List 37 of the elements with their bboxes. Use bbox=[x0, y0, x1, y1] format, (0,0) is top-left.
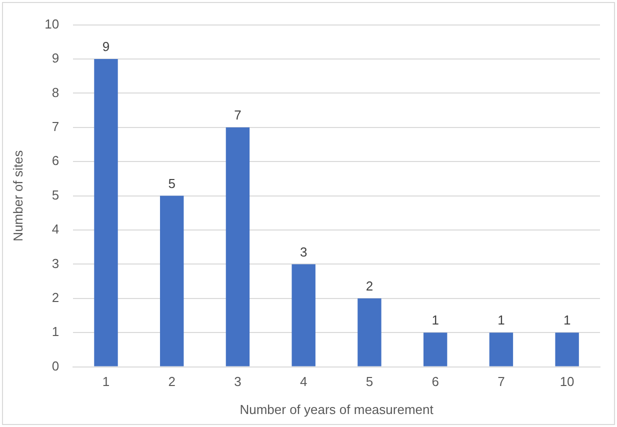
data-label: 5 bbox=[168, 176, 176, 191]
y-tick-label: 1 bbox=[52, 324, 60, 340]
x-axis-title: Number of years of measurement bbox=[240, 402, 434, 417]
data-label: 3 bbox=[300, 244, 308, 260]
data-label: 1 bbox=[563, 312, 571, 328]
x-tick-label: 3 bbox=[234, 374, 242, 390]
bar bbox=[489, 332, 514, 366]
data-label: 1 bbox=[432, 312, 439, 328]
y-tick-label: 8 bbox=[52, 84, 60, 100]
x-tick-label: 6 bbox=[432, 374, 439, 390]
data-label: 1 bbox=[498, 312, 505, 328]
bar bbox=[423, 332, 448, 366]
y-axis-title: Number of sites bbox=[10, 150, 26, 242]
y-tick-label: 2 bbox=[52, 290, 60, 305]
x-tick-label: 7 bbox=[498, 374, 505, 390]
x-tick-label: 10 bbox=[560, 374, 574, 390]
x-tick-label: 4 bbox=[300, 374, 308, 390]
bar bbox=[292, 264, 316, 366]
x-tick-label: 2 bbox=[168, 374, 176, 390]
y-tick-label: 5 bbox=[52, 187, 60, 202]
bar bbox=[555, 332, 579, 366]
y-tick-label: 7 bbox=[52, 118, 60, 134]
bar bbox=[160, 196, 184, 366]
x-tick-label: 1 bbox=[102, 374, 110, 390]
y-tick-label: 9 bbox=[52, 50, 60, 66]
bar bbox=[94, 59, 118, 366]
bar bbox=[358, 298, 382, 366]
y-tick-label: 6 bbox=[52, 153, 60, 168]
y-tick-label: 10 bbox=[44, 16, 60, 32]
bar bbox=[226, 127, 250, 366]
data-label: 7 bbox=[234, 107, 242, 122]
x-tick-label: 5 bbox=[366, 374, 374, 390]
data-label: 9 bbox=[102, 39, 110, 54]
data-label: 2 bbox=[366, 278, 374, 294]
y-tick-label: 0 bbox=[52, 358, 60, 374]
y-tick-label: 4 bbox=[52, 222, 60, 237]
y-tick-label: 3 bbox=[52, 256, 60, 271]
